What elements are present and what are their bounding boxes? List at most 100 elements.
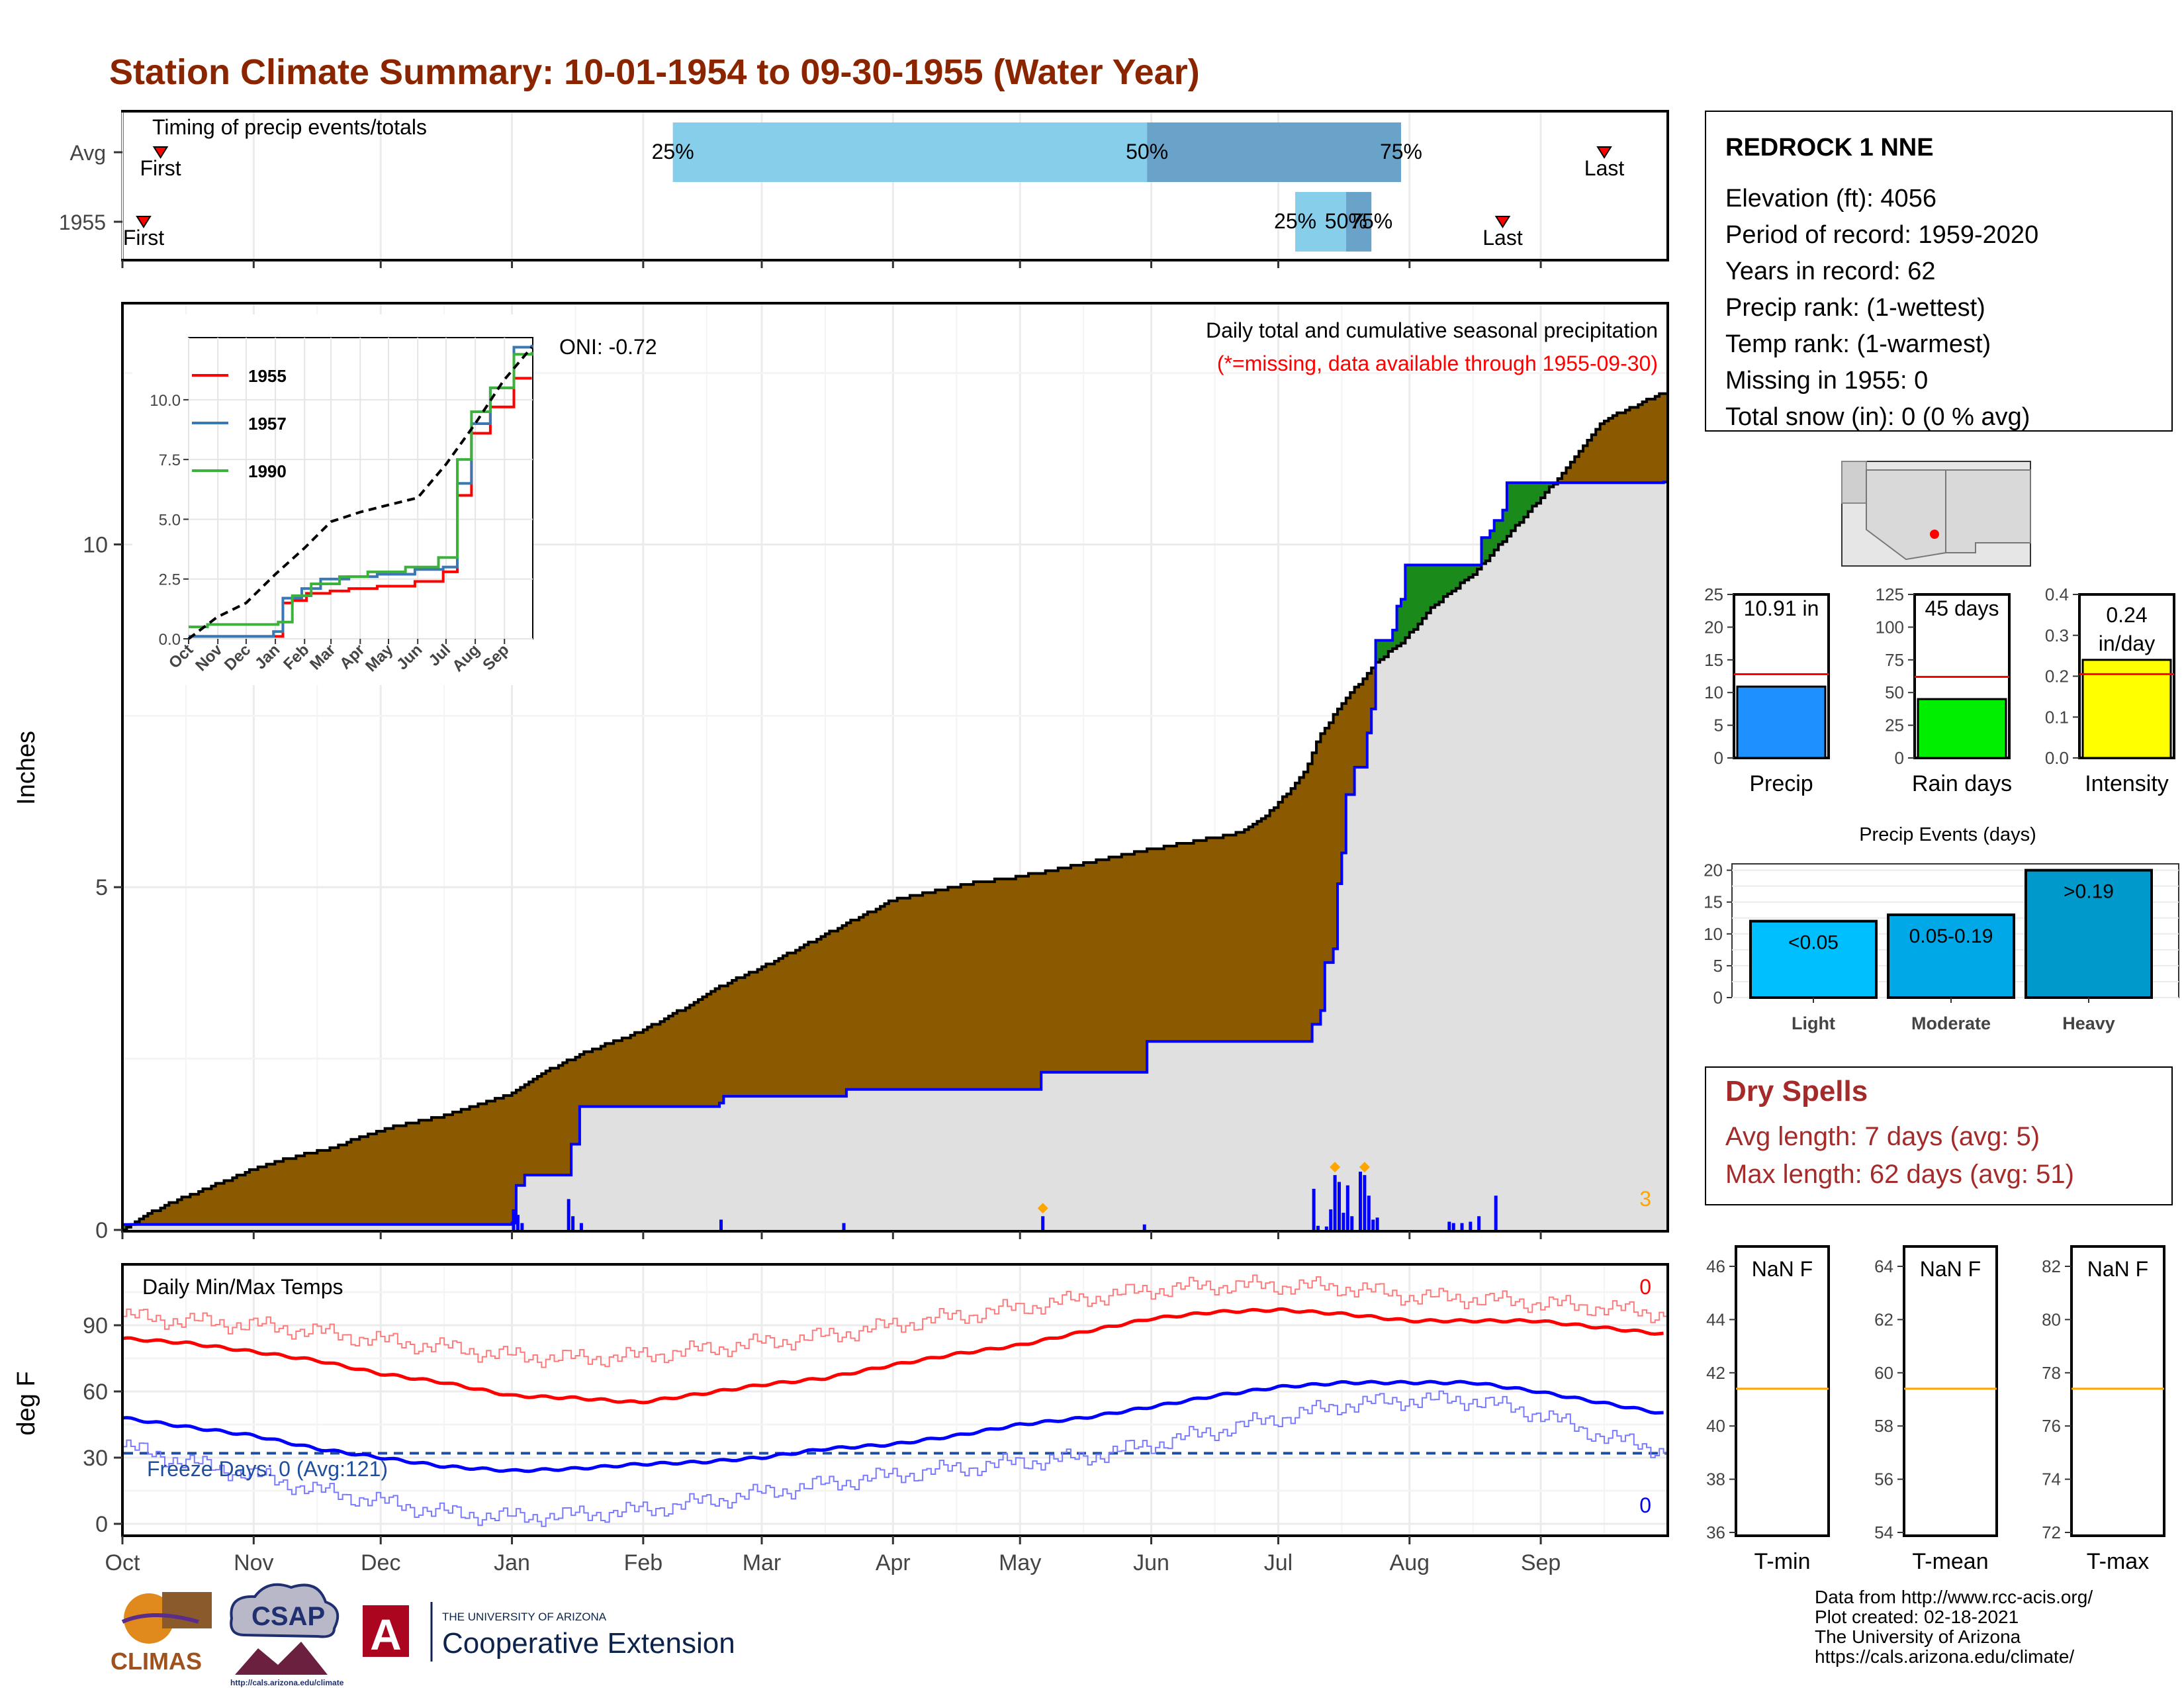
precip-deficit-area <box>1223 835 1228 1042</box>
precip-y-axis: 0 5 10 <box>83 532 1542 1243</box>
precip-deficit-area <box>766 964 771 1097</box>
precip-surplus-area <box>1430 565 1435 608</box>
precip-surplus-area <box>1520 483 1525 523</box>
temp-box-tick-label: 74 <box>2042 1470 2061 1489</box>
missing-count: 3 <box>1639 1187 1651 1211</box>
precip-deficit-area <box>1096 859 1101 1072</box>
precip-deficit-area <box>1218 837 1224 1042</box>
month-label: Oct <box>105 1550 140 1575</box>
precip-deficit-area <box>939 890 944 1090</box>
daily-precip-bar <box>520 1223 524 1230</box>
precip-deficit-area <box>859 917 864 1090</box>
precip-deficit-area <box>1371 667 1377 709</box>
precip-deficit-area <box>1176 843 1181 1042</box>
precip-deficit-area <box>169 1202 174 1225</box>
precip-deficit-area <box>342 1145 347 1225</box>
precip-deficit-area <box>393 1125 398 1225</box>
dry-max-length: Max length: 62 days (avg: 51) <box>1725 1160 2074 1189</box>
timing-q75-label: 75% <box>1350 209 1392 233</box>
precip-surplus-area <box>1460 565 1465 583</box>
daily-precip-bar <box>1142 1224 1146 1230</box>
timing-bar-q25-q50 <box>1295 192 1346 252</box>
precip-deficit-area <box>1147 849 1152 1042</box>
precip-deficit-area <box>1647 399 1652 483</box>
timing-bar-q50-q75 <box>1147 122 1401 182</box>
temp-count-top: 0 <box>1639 1275 1651 1299</box>
station-frame <box>1705 111 2173 432</box>
precip-deficit-area <box>326 1150 331 1225</box>
temp-box-tick-label: 80 <box>2042 1309 2061 1329</box>
events-y-tick-label: 20 <box>1704 861 1723 880</box>
precip-deficit-area <box>1574 456 1580 483</box>
precip-deficit-area <box>473 1106 478 1225</box>
precip-surplus-area <box>1396 606 1402 646</box>
precip-surplus-area <box>1464 565 1469 581</box>
events-category: Moderate <box>1911 1013 1991 1033</box>
precip-deficit-area <box>1312 753 1317 1025</box>
precip-deficit-area <box>854 919 860 1090</box>
precip-surplus-area <box>1490 530 1495 556</box>
precip-deficit-area <box>863 914 868 1090</box>
mini-bar-tick-label: 0.3 <box>2045 626 2069 645</box>
precip-deficit-area <box>1295 782 1300 1042</box>
station-detail: Precip rank: (1-wettest) <box>1725 294 1985 322</box>
precip-y-tick-label: 0 <box>95 1218 108 1243</box>
daily-precip-bar <box>571 1216 575 1230</box>
mini-bar-value <box>1917 698 2007 759</box>
precip-deficit-area <box>1253 823 1258 1042</box>
precip-deficit-area <box>803 945 809 1097</box>
temp-y-axis: 0 30 60 90 <box>83 1313 122 1537</box>
temp-box-tick-label: 54 <box>1874 1523 1893 1542</box>
precip-deficit-area <box>241 1175 246 1225</box>
precip-y-tick-label: 10 <box>83 532 108 557</box>
precip-surplus-area <box>1536 483 1541 504</box>
precip-deficit-area <box>626 1038 631 1107</box>
ua-university: THE UNIVERSITY OF ARIZONA <box>442 1611 607 1623</box>
temp-series-line <box>122 1380 1664 1474</box>
daily-precip-bar <box>1041 1216 1045 1230</box>
precip-deficit-area <box>253 1169 259 1225</box>
precip-surplus-area <box>1498 520 1504 545</box>
precip-surplus-area <box>1414 565 1419 630</box>
precip-deficit-area <box>808 942 813 1097</box>
timing-last-label: Last <box>1482 226 1523 250</box>
events-y-tick-label: 0 <box>1713 988 1723 1008</box>
temp-box-label: T-min <box>1754 1549 1811 1574</box>
events-bar-label: >0.19 <box>2064 881 2114 903</box>
precip-deficit-area <box>1282 796 1287 1042</box>
precip-deficit-area <box>541 1073 547 1176</box>
precip-deficit-area <box>956 887 962 1090</box>
mini-bar-value <box>2081 659 2172 759</box>
ua-extension: Cooperative Extension <box>442 1627 735 1660</box>
precip-deficit-area <box>270 1164 275 1225</box>
precip-y-label: Inches <box>13 731 40 805</box>
temp-box-tick-label: 56 <box>1874 1470 1893 1489</box>
timing-last-label: Last <box>1584 156 1625 180</box>
precip-deficit-area <box>1324 727 1330 963</box>
timing-q25-label: 25% <box>1274 209 1316 233</box>
precip-deficit-area <box>1345 698 1351 795</box>
precip-deficit-area <box>1036 873 1042 1090</box>
precip-deficit-area <box>727 983 733 1097</box>
precip-surplus-area <box>1392 630 1398 649</box>
precip-deficit-area <box>465 1109 471 1225</box>
precip-deficit-area <box>397 1125 402 1225</box>
precip-deficit-area <box>600 1046 606 1107</box>
precip-deficit-area <box>643 1029 648 1107</box>
station-name: REDROCK 1 NNE <box>1725 134 1934 162</box>
daily-precip-bar <box>1363 1175 1367 1230</box>
extreme-event-marker-icon <box>1037 1203 1048 1214</box>
precip-deficit-area <box>867 912 872 1090</box>
precip-deficit-area <box>1363 679 1368 767</box>
precip-frame <box>121 302 1669 1233</box>
temp-box-tick-label: 60 <box>1874 1363 1893 1383</box>
precip-deficit-area <box>173 1202 178 1225</box>
timing-row-label: Avg <box>69 141 106 165</box>
precip-deficit-area <box>825 933 830 1097</box>
precip-deficit-area <box>402 1125 407 1225</box>
precip-deficit-area <box>215 1183 220 1225</box>
temp-chart: Daily Min/Max Temps Freeze Days: 0 (Avg:… <box>13 1263 1669 1575</box>
mini-bar-value <box>1736 685 1827 759</box>
precip-deficit-area <box>888 900 893 1090</box>
precip-deficit-area <box>1193 840 1199 1042</box>
